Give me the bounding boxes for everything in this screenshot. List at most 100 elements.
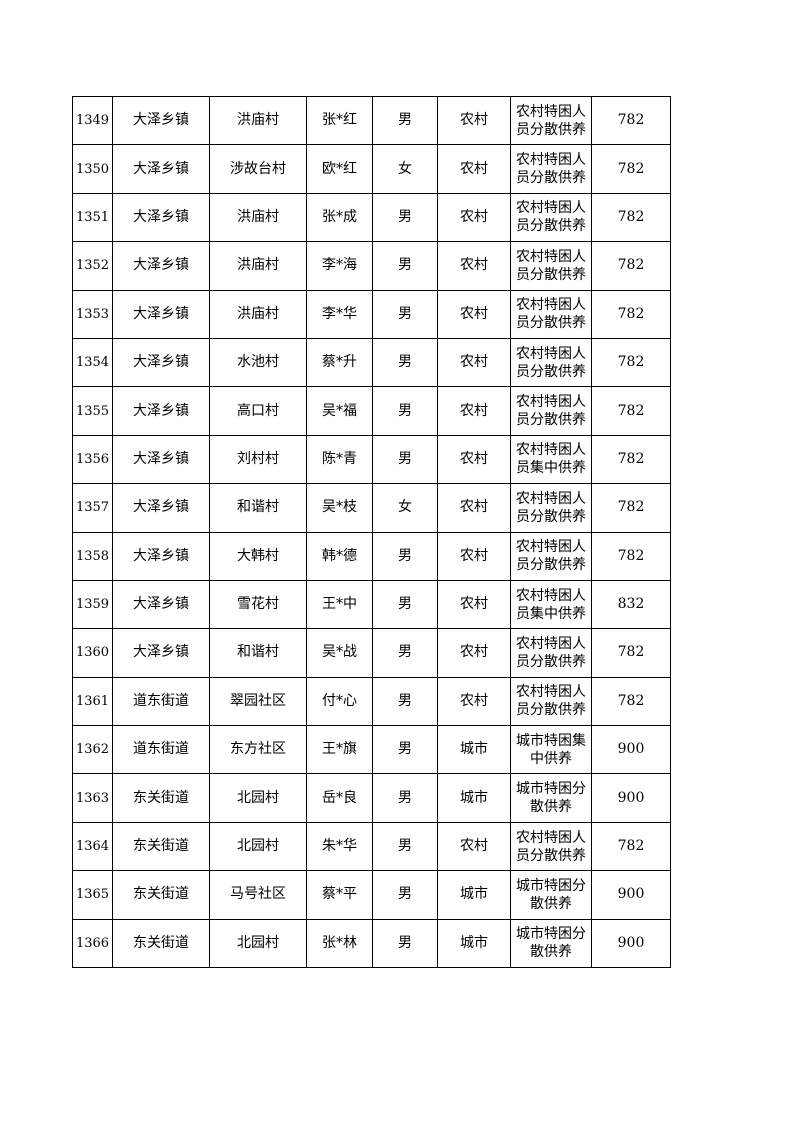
township-cell: 道东街道	[112, 725, 210, 775]
name-cell: 蔡*升	[306, 337, 373, 388]
village-cell: 大韩村	[209, 531, 307, 581]
township-cell: 大泽乡镇	[112, 241, 210, 291]
area-cell: 农村	[437, 676, 511, 727]
table-row: 1351 大泽乡镇 洪庙村 张*成男农村 农村特困人员分散供养 782	[72, 192, 671, 243]
township-cell: 东关街道	[112, 918, 210, 969]
village-cell: 洪庙村	[209, 241, 307, 291]
village-cell: 雪花村	[209, 579, 307, 630]
township-cell: 大泽乡镇	[112, 579, 210, 630]
name-cell: 张*成	[306, 192, 373, 243]
table-row: 1359 大泽乡镇 雪花村 王*中男农村 农村特困人员集中供养 832	[72, 579, 671, 630]
township-cell: 大泽乡镇	[112, 289, 210, 339]
village-cell: 马号社区	[209, 870, 307, 920]
name-cell: 李*华	[306, 289, 373, 339]
seq-cell: 1350	[72, 144, 113, 194]
table-row: 1355 大泽乡镇 高口村 吴*福男农村 农村特困人员分散供养 782	[72, 386, 671, 436]
area-cell: 农村	[437, 483, 511, 533]
seq-cell: 1365	[72, 870, 113, 920]
area-cell: 农村	[437, 628, 511, 678]
gender-cell: 男	[372, 821, 438, 872]
area-cell: 城市	[437, 918, 511, 969]
gender-cell: 男	[372, 773, 438, 823]
gender-cell: 男	[372, 870, 438, 920]
gender-cell: 女	[372, 483, 438, 533]
amount-cell: 782	[591, 531, 671, 581]
village-cell: 北园村	[209, 918, 307, 969]
support-type-cell: 农村特困人员分散供养	[510, 337, 592, 388]
village-cell: 东方社区	[209, 725, 307, 775]
support-type-cell: 城市特困集中供养	[510, 725, 592, 775]
area-cell: 农村	[437, 192, 511, 243]
gender-cell: 男	[372, 192, 438, 243]
support-type-cell: 城市特困分散供养	[510, 918, 592, 969]
support-type-cell: 农村特困人员集中供养	[510, 579, 592, 630]
table-row: 1357 大泽乡镇 和谐村 吴*枝女农村 农村特困人员分散供养 782	[72, 483, 671, 533]
gender-cell: 男	[372, 95, 438, 146]
name-cell: 王*中	[306, 579, 373, 630]
area-cell: 农村	[437, 434, 511, 485]
village-cell: 高口村	[209, 386, 307, 436]
seq-cell: 1352	[72, 241, 113, 291]
support-type-cell: 农村特困人员分散供养	[510, 192, 592, 243]
support-type-cell: 城市特困分散供养	[510, 870, 592, 920]
seq-cell: 1361	[72, 676, 113, 727]
name-cell: 张*红	[306, 95, 373, 146]
seq-cell: 1360	[72, 628, 113, 678]
seq-cell: 1366	[72, 918, 113, 969]
village-cell: 和谐村	[209, 483, 307, 533]
township-cell: 大泽乡镇	[112, 144, 210, 194]
village-cell: 水池村	[209, 337, 307, 388]
area-cell: 农村	[437, 386, 511, 436]
seq-cell: 1349	[72, 95, 113, 146]
area-cell: 农村	[437, 95, 511, 146]
area-cell: 农村	[437, 821, 511, 872]
name-cell: 蔡*平	[306, 870, 373, 920]
name-cell: 韩*德	[306, 531, 373, 581]
village-cell: 北园村	[209, 821, 307, 872]
gender-cell: 男	[372, 337, 438, 388]
name-cell: 李*海	[306, 241, 373, 291]
amount-cell: 782	[591, 676, 671, 727]
township-cell: 大泽乡镇	[112, 628, 210, 678]
table-body: 1349 大泽乡镇 洪庙村 张*红男农村 农村特困人员分散供养 782 1350 大泽乡镇 涉故…	[72, 95, 671, 969]
table-row: 1360 大泽乡镇 和谐村 吴*战男农村 农村特困人员分散供养 782	[72, 628, 671, 678]
table-row: 1356 大泽乡镇 刘村村 陈*青男农村 农村特困人员集中供养 782	[72, 434, 671, 485]
support-type-cell: 农村特困人员分散供养	[510, 95, 592, 146]
village-cell: 洪庙村	[209, 95, 307, 146]
table-row: 1362 道东街道 东方社区 王*旗男城市 城市特困集中供养 900	[72, 725, 671, 775]
name-cell: 吴*福	[306, 386, 373, 436]
gender-cell: 男	[372, 386, 438, 436]
township-cell: 大泽乡镇	[112, 434, 210, 485]
support-type-cell: 农村特困人员分散供养	[510, 821, 592, 872]
table-row: 1352 大泽乡镇 洪庙村 李*海男农村 农村特困人员分散供养 782	[72, 241, 671, 291]
area-cell: 农村	[437, 337, 511, 388]
amount-cell: 832	[591, 579, 671, 630]
village-cell: 翠园社区	[209, 676, 307, 727]
table-row: 1366 东关街道 北园村 张*林男城市 城市特困分散供养 900	[72, 918, 671, 969]
support-type-cell: 农村特困人员分散供养	[510, 386, 592, 436]
amount-cell: 782	[591, 144, 671, 194]
seq-cell: 1364	[72, 821, 113, 872]
seq-cell: 1362	[72, 725, 113, 775]
township-cell: 大泽乡镇	[112, 95, 210, 146]
amount-cell: 900	[591, 773, 671, 823]
gender-cell: 男	[372, 241, 438, 291]
seq-cell: 1351	[72, 192, 113, 243]
support-type-cell: 农村特困人员分散供养	[510, 289, 592, 339]
area-cell: 农村	[437, 289, 511, 339]
village-cell: 洪庙村	[209, 192, 307, 243]
amount-cell: 782	[591, 628, 671, 678]
name-cell: 岳*良	[306, 773, 373, 823]
support-type-cell: 农村特困人员分散供养	[510, 628, 592, 678]
village-cell: 刘村村	[209, 434, 307, 485]
table-row: 1358 大泽乡镇 大韩村 韩*德男农村 农村特困人员分散供养 782	[72, 531, 671, 581]
support-type-cell: 城市特困分散供养	[510, 773, 592, 823]
gender-cell: 男	[372, 289, 438, 339]
amount-cell: 782	[591, 289, 671, 339]
township-cell: 大泽乡镇	[112, 483, 210, 533]
support-type-cell: 农村特困人员分散供养	[510, 483, 592, 533]
village-cell: 和谐村	[209, 628, 307, 678]
support-type-cell: 农村特困人员分散供养	[510, 676, 592, 727]
seq-cell: 1359	[72, 579, 113, 630]
area-cell: 城市	[437, 725, 511, 775]
